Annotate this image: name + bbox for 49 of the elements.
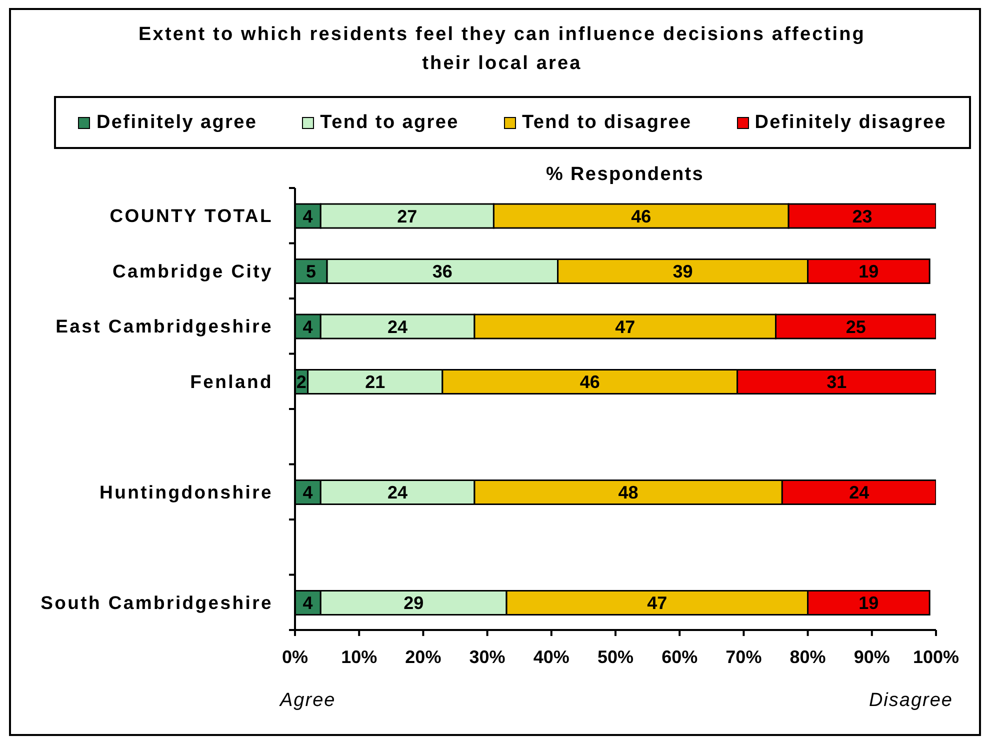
y-tick-label: Fenland: [190, 370, 273, 392]
data-label: 47: [647, 593, 668, 614]
data-label: 4: [302, 316, 313, 337]
y-tick-label: South Cambridgeshire: [40, 592, 273, 613]
x-tick-label: 50%: [597, 646, 634, 667]
data-label: 23: [852, 206, 872, 226]
data-label: 27: [397, 206, 418, 226]
data-label: 48: [618, 482, 638, 503]
data-label: 25: [846, 316, 866, 337]
data-label: 21: [365, 372, 386, 392]
data-label: 5: [306, 262, 316, 282]
x-tick-label: 60%: [662, 646, 698, 667]
data-label: 19: [858, 262, 879, 282]
data-label: 46: [631, 206, 652, 226]
data-label: 39: [672, 262, 693, 282]
data-label: 46: [580, 372, 600, 392]
x-tick-label: 0%: [282, 646, 308, 667]
x-tick-label: 70%: [726, 646, 762, 667]
data-label: 4: [302, 593, 313, 614]
data-label: 36: [432, 262, 452, 282]
y-tick-label: COUNTY TOTAL: [110, 205, 273, 226]
x-tick-label: 40%: [533, 646, 570, 667]
x-tick-label: 80%: [790, 646, 826, 667]
x-tick-label: 20%: [405, 646, 442, 667]
y-tick-label: Cambridge City: [112, 260, 273, 282]
x-tick-label: 10%: [341, 646, 378, 667]
y-tick-label: Huntingdonshire: [100, 481, 273, 502]
data-label: 24: [388, 316, 408, 337]
data-label: 31: [826, 372, 847, 392]
x-axis-title: % Respondents: [544, 164, 706, 186]
x-tick-label: 90%: [854, 646, 890, 667]
data-label: 4: [302, 482, 313, 503]
text: Disagree: [868, 690, 953, 712]
x-tick-label: 100%: [912, 646, 960, 667]
data-label: 2: [296, 372, 306, 392]
x-tick-label: 30%: [469, 646, 506, 667]
data-label: 19: [858, 593, 879, 614]
chart-title: Extent to which residents feel they can influence decisions affecting their local area: [138, 23, 866, 76]
legend-label: Tend to agree: [320, 112, 459, 134]
data-label: 24: [849, 482, 870, 503]
legend-label: Tend to disagree: [522, 112, 692, 134]
y-tick-label: East Cambridgeshire: [56, 316, 273, 337]
data-label: 24: [388, 482, 408, 503]
data-label: 47: [615, 316, 636, 337]
data-label: 29: [404, 593, 424, 614]
text: Agree: [280, 690, 336, 712]
legend-label: Definitely disagree: [754, 112, 946, 134]
data-label: 4: [302, 206, 313, 226]
legend-label: Definitely agree: [96, 112, 258, 134]
